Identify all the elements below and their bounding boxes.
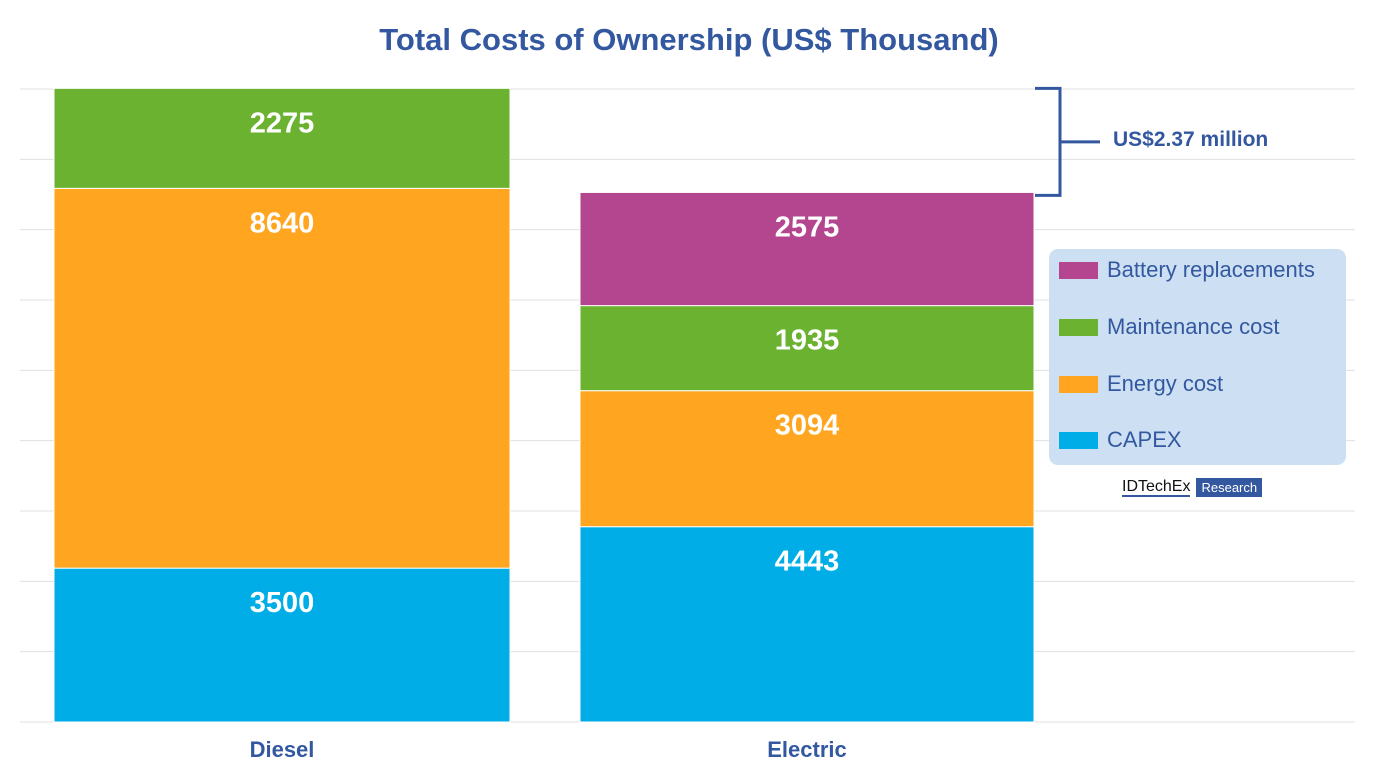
data-label: 3094: [775, 410, 840, 442]
x-tick-label: Electric: [767, 737, 847, 762]
legend-item-maintenance: Maintenance cost: [1059, 312, 1279, 342]
legend-item-capex: CAPEX: [1059, 425, 1182, 455]
legend-label: Maintenance cost: [1107, 314, 1280, 339]
x-tick-label: Diesel: [250, 737, 315, 762]
bar-segment: [579, 526, 1035, 723]
legend-label: CAPEX: [1107, 427, 1182, 452]
data-label: 2575: [775, 211, 840, 243]
data-label: 4443: [775, 546, 840, 578]
bar-segment: [53, 87, 511, 189]
legend-label: Battery replacements: [1107, 257, 1315, 282]
logo-name: IDTechEx: [1122, 478, 1191, 497]
legend-swatch: [1059, 431, 1098, 449]
legend-label: Energy cost: [1107, 371, 1224, 396]
difference-bracket: [1035, 86, 1100, 197]
difference-annotation: US$2.37 million: [1113, 128, 1269, 151]
legend-item-energy: Energy cost: [1059, 369, 1223, 399]
legend-swatch: [1059, 261, 1098, 279]
bar-segment: [579, 191, 1035, 307]
data-label: 8640: [250, 207, 315, 239]
bar-segment: [53, 187, 511, 569]
legend: Battery replacements Maintenance cost En…: [1049, 249, 1346, 465]
bar-segment: [579, 390, 1035, 528]
idtechex-logo: IDTechEx Research: [1122, 478, 1263, 497]
bar-segment: [579, 305, 1035, 392]
data-label: 1935: [775, 325, 840, 357]
data-label: 3500: [250, 587, 315, 619]
bar-segment: [53, 567, 511, 723]
legend-item-battery: Battery replacements: [1059, 255, 1315, 285]
data-label: 2275: [250, 107, 315, 139]
chart-title: Total Costs of Ownership (US$ Thousand): [379, 22, 999, 57]
legend-swatch: [1059, 375, 1098, 393]
logo-tag: Research: [1196, 478, 1263, 497]
legend-swatch: [1059, 318, 1098, 336]
